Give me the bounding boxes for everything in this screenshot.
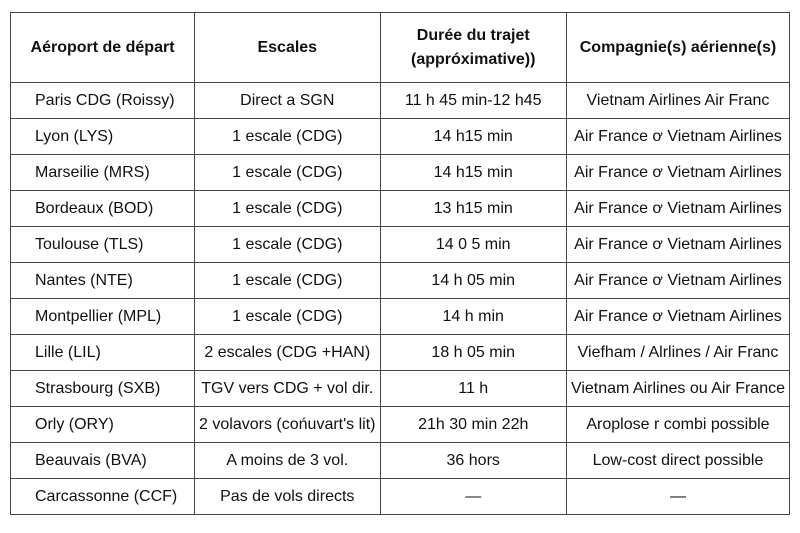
stops-cell: 1 escale (CDG)	[194, 118, 381, 155]
departure-cell: Orly (ORY)	[9, 406, 196, 443]
duration-cell: —	[379, 478, 567, 515]
stops-cell: Direct a SGN	[194, 82, 381, 119]
duration-cell: 14 h15 min	[379, 118, 567, 155]
airlines-cell: —	[565, 478, 791, 515]
header-stops: Escales	[194, 12, 381, 83]
table-row: Lyon (LYS) 1 escale (CDG) 14 h15 min Air Fr…	[9, 118, 791, 155]
header-duration: Durée du trajet (appróximative))	[379, 12, 567, 83]
airlines-cell: Air France ơ Vietnam Airlines	[565, 298, 791, 335]
table-row: Beauvais (BVA) A moins de 3 vol. 36 hors Lo…	[9, 442, 791, 479]
duration-cell: 14 0 5 min	[379, 226, 567, 263]
table-row: Carcassonne (CCF) Pas de vols directs — —	[9, 478, 791, 515]
duration-cell: 14 h 05 min	[379, 262, 567, 299]
stops-cell: 1 escale (CDG)	[194, 226, 381, 263]
airlines-cell: Aroplose r combi possible	[565, 406, 791, 443]
duration-cell: 36 hors	[379, 442, 567, 479]
departure-cell: Paris CDG (Roissy)	[9, 82, 196, 119]
table-row: Lille (LIL) 2 escales (CDG +HAN) 18 h 05 m…	[9, 334, 791, 371]
stops-cell: 1 escale (CDG)	[194, 298, 381, 335]
stops-cell: TGV vers CDG + vol dir.	[194, 370, 381, 407]
table-row: Marseilie (MRS) 1 escale (CDG) 14 h15 min A…	[9, 154, 791, 191]
airlines-cell: Air France ơ Vietnam Airlines	[565, 226, 791, 263]
header-row: Aéroport de départ Escales Durée du traj…	[9, 12, 791, 83]
table-row: Toulouse (TLS) 1 escale (CDG) 14 0 5 min Ai…	[9, 226, 791, 263]
departure-cell: Bordeaux (BOD)	[9, 190, 196, 227]
airlines-cell: Air France ơ Vietnam Airlines	[565, 262, 791, 299]
airlines-cell: Low-cost direct possible	[565, 442, 791, 479]
stops-cell: 2 volavors (cońuvart's lit)	[194, 406, 381, 443]
departure-cell: Marseilie (MRS)	[9, 154, 196, 191]
duration-cell: 21h 30 min 22h	[379, 406, 567, 443]
departure-cell: Strasbourg (SXB)	[9, 370, 196, 407]
departure-cell: Toulouse (TLS)	[9, 226, 196, 263]
airlines-cell: Air France ơ Vietnam Airlines	[565, 190, 791, 227]
stops-cell: Pas de vols directs	[194, 478, 381, 515]
departure-cell: Carcassonne (CCF)	[9, 478, 196, 515]
stops-cell: 1 escale (CDG)	[194, 154, 381, 191]
table-row: Strasbourg (SXB) TGV vers CDG + vol dir. 1…	[9, 370, 791, 407]
table-row: Paris CDG (Roissy) Direct a SGN 11 h 45 mi…	[9, 82, 791, 119]
departure-cell: Beauvais (BVA)	[9, 442, 196, 479]
airlines-cell: Viefham / Alrlines / Air Franc	[565, 334, 791, 371]
duration-cell: 18 h 05 min	[379, 334, 567, 371]
duration-cell: 14 h min	[379, 298, 567, 335]
table-row: Bordeaux (BOD) 1 escale (CDG) 13 h15 min Ai…	[9, 190, 791, 227]
airlines-cell: Air France ơ Vietnam Airlines	[565, 154, 791, 191]
departure-cell: Lyon (LYS)	[9, 118, 196, 155]
airlines-cell: Air France ơ Vietnam Airlines	[565, 118, 791, 155]
duration-cell: 11 h	[379, 370, 567, 407]
duration-cell: 13 h15 min	[379, 190, 567, 227]
header-airlines: Compagnie(s) aérienne(s)	[565, 12, 791, 83]
departure-cell: Nantes (NTE)	[9, 262, 196, 299]
duration-cell: 11 h 45 min-12 h45	[379, 82, 567, 119]
stops-cell: 1 escale (CDG)	[194, 190, 381, 227]
departure-cell: Lille (LIL)	[9, 334, 196, 371]
departure-cell: Montpellier (MPL)	[9, 298, 196, 335]
flights-table: Aéroport de départ Escales Durée du traj…	[9, 12, 791, 515]
stops-cell: 2 escales (CDG +HAN)	[194, 334, 381, 371]
airlines-cell: Vietnam Airlines ou Air France	[565, 370, 791, 407]
table-row: Nantes (NTE) 1 escale (CDG) 14 h 05 min Air…	[9, 262, 791, 299]
stops-cell: A moins de 3 vol.	[194, 442, 381, 479]
duration-cell: 14 h15 min	[379, 154, 567, 191]
table-row: Orly (ORY) 2 volavors (cońuvart's lit) 21h…	[9, 406, 791, 443]
airlines-cell: Vietnam Airlines Air Franc	[565, 82, 791, 119]
header-departure: Aéroport de départ	[9, 12, 196, 83]
stops-cell: 1 escale (CDG)	[194, 262, 381, 299]
table-row: Montpellier (MPL) 1 escale (CDG) 14 h min A…	[9, 298, 791, 335]
